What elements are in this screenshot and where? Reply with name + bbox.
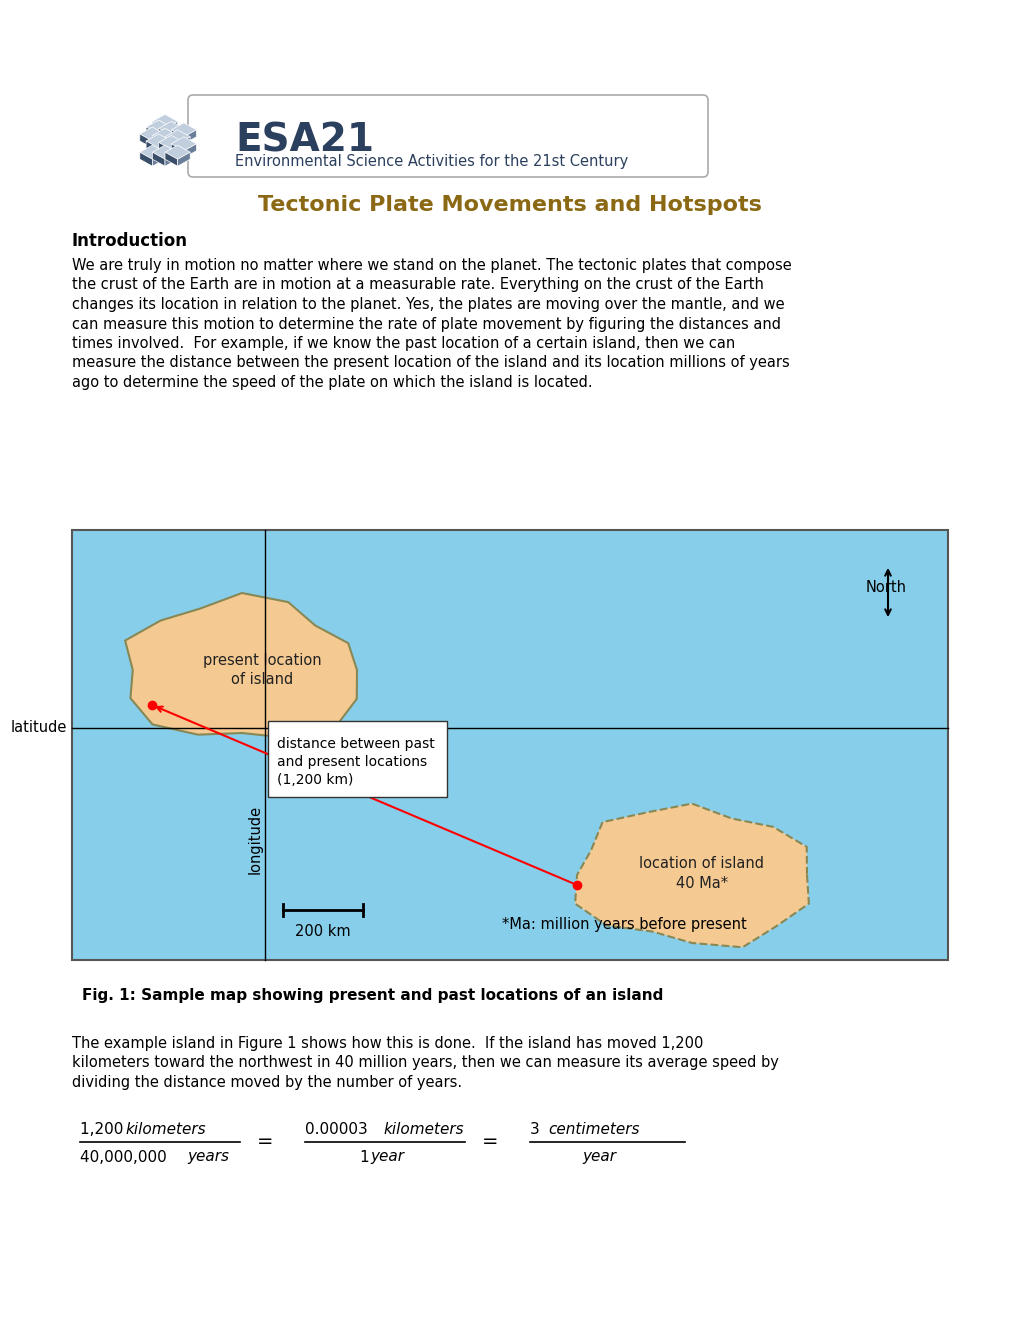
Polygon shape [165,152,177,166]
Text: 1,200: 1,200 [79,1122,128,1137]
Polygon shape [152,128,177,143]
Polygon shape [165,137,177,150]
Polygon shape [140,127,165,141]
Polygon shape [171,129,183,144]
Text: times involved.  For example, if we know the past location of a certain island, : times involved. For example, if we know … [72,337,735,351]
Polygon shape [140,145,165,160]
Polygon shape [171,143,183,156]
Text: kilometers toward the northwest in 40 million years, then we can measure its ave: kilometers toward the northwest in 40 mi… [72,1056,779,1071]
Polygon shape [575,804,808,948]
Text: ago to determine the speed of the plate on which the island is located.: ago to determine the speed of the plate … [72,375,592,389]
Text: longitude: longitude [247,805,262,874]
FancyBboxPatch shape [267,721,446,797]
Text: *Ma: million years before present: *Ma: million years before present [501,917,746,932]
Text: (1,200 km): (1,200 km) [276,772,353,787]
Polygon shape [152,145,177,160]
Text: distance between past: distance between past [276,737,434,751]
Polygon shape [146,127,159,141]
Polygon shape [171,123,197,137]
Polygon shape [140,152,152,166]
Text: years: years [186,1150,229,1164]
Text: Environmental Science Activities for the 21st Century: Environmental Science Activities for the… [234,154,628,169]
Text: kilometers: kilometers [382,1122,464,1137]
Polygon shape [159,121,183,136]
Text: dividing the distance moved by the number of years.: dividing the distance moved by the numbe… [72,1074,462,1090]
Text: of island: of island [230,672,292,688]
Text: the crust of the Earth are in motion at a measurable rate. Everything on the cru: the crust of the Earth are in motion at … [72,277,763,293]
Text: The example island in Figure 1 shows how this is done.  If the island has moved : The example island in Figure 1 shows how… [72,1036,703,1051]
Text: latitude: latitude [10,721,67,735]
Polygon shape [183,144,197,158]
Polygon shape [165,145,190,160]
Polygon shape [171,128,183,143]
Polygon shape [125,593,357,738]
Text: year: year [582,1150,615,1164]
Polygon shape [159,143,171,156]
Text: can measure this motion to determine the rate of plate movement by figuring the : can measure this motion to determine the… [72,317,781,331]
Polygon shape [152,115,177,128]
Text: year: year [370,1150,404,1164]
Text: present location: present location [203,652,321,668]
Polygon shape [165,129,190,144]
Polygon shape [146,141,159,154]
Text: 40,000,000: 40,000,000 [79,1150,171,1164]
Polygon shape [183,129,197,144]
Polygon shape [171,137,197,150]
FancyBboxPatch shape [187,95,707,177]
Text: Tectonic Plate Movements and Hotspots: Tectonic Plate Movements and Hotspots [258,195,761,215]
Polygon shape [159,128,171,143]
Text: measure the distance between the present location of the island and its location: measure the distance between the present… [72,355,789,371]
Text: 0.00003: 0.00003 [305,1122,372,1137]
Text: 1: 1 [360,1150,374,1164]
Text: Introduction: Introduction [72,232,187,249]
Text: changes its location in relation to the planet. Yes, the plates are moving over : changes its location in relation to the … [72,297,784,312]
Polygon shape [177,152,190,166]
Polygon shape [146,120,171,135]
Text: =: = [481,1133,497,1151]
Text: Fig. 1: Sample map showing present and past locations of an island: Fig. 1: Sample map showing present and p… [82,987,662,1003]
Polygon shape [159,127,171,141]
Polygon shape [165,121,177,136]
Polygon shape [146,135,171,148]
Text: ESA21: ESA21 [234,121,374,160]
Polygon shape [152,121,165,136]
Polygon shape [159,136,183,149]
Polygon shape [152,152,165,166]
Text: centimeters: centimeters [547,1122,639,1137]
Bar [72,531,947,960]
Polygon shape [165,152,177,166]
Polygon shape [152,136,165,149]
Polygon shape [152,152,165,166]
Text: location of island: location of island [639,855,764,870]
Text: kilometers: kilometers [125,1122,206,1137]
Polygon shape [171,144,183,158]
Text: =: = [257,1133,273,1151]
Polygon shape [152,135,165,148]
Text: We are truly in motion no matter where we stand on the planet. The tectonic plat: We are truly in motion no matter where w… [72,257,791,273]
Text: 3: 3 [530,1122,544,1137]
Text: and present locations: and present locations [276,755,426,768]
Text: North: North [865,581,906,595]
Text: 40 Ma*: 40 Ma* [676,876,728,891]
Polygon shape [159,141,171,154]
Polygon shape [177,137,190,150]
Polygon shape [165,136,177,149]
Text: 200 km: 200 km [294,924,351,939]
Polygon shape [140,135,152,148]
